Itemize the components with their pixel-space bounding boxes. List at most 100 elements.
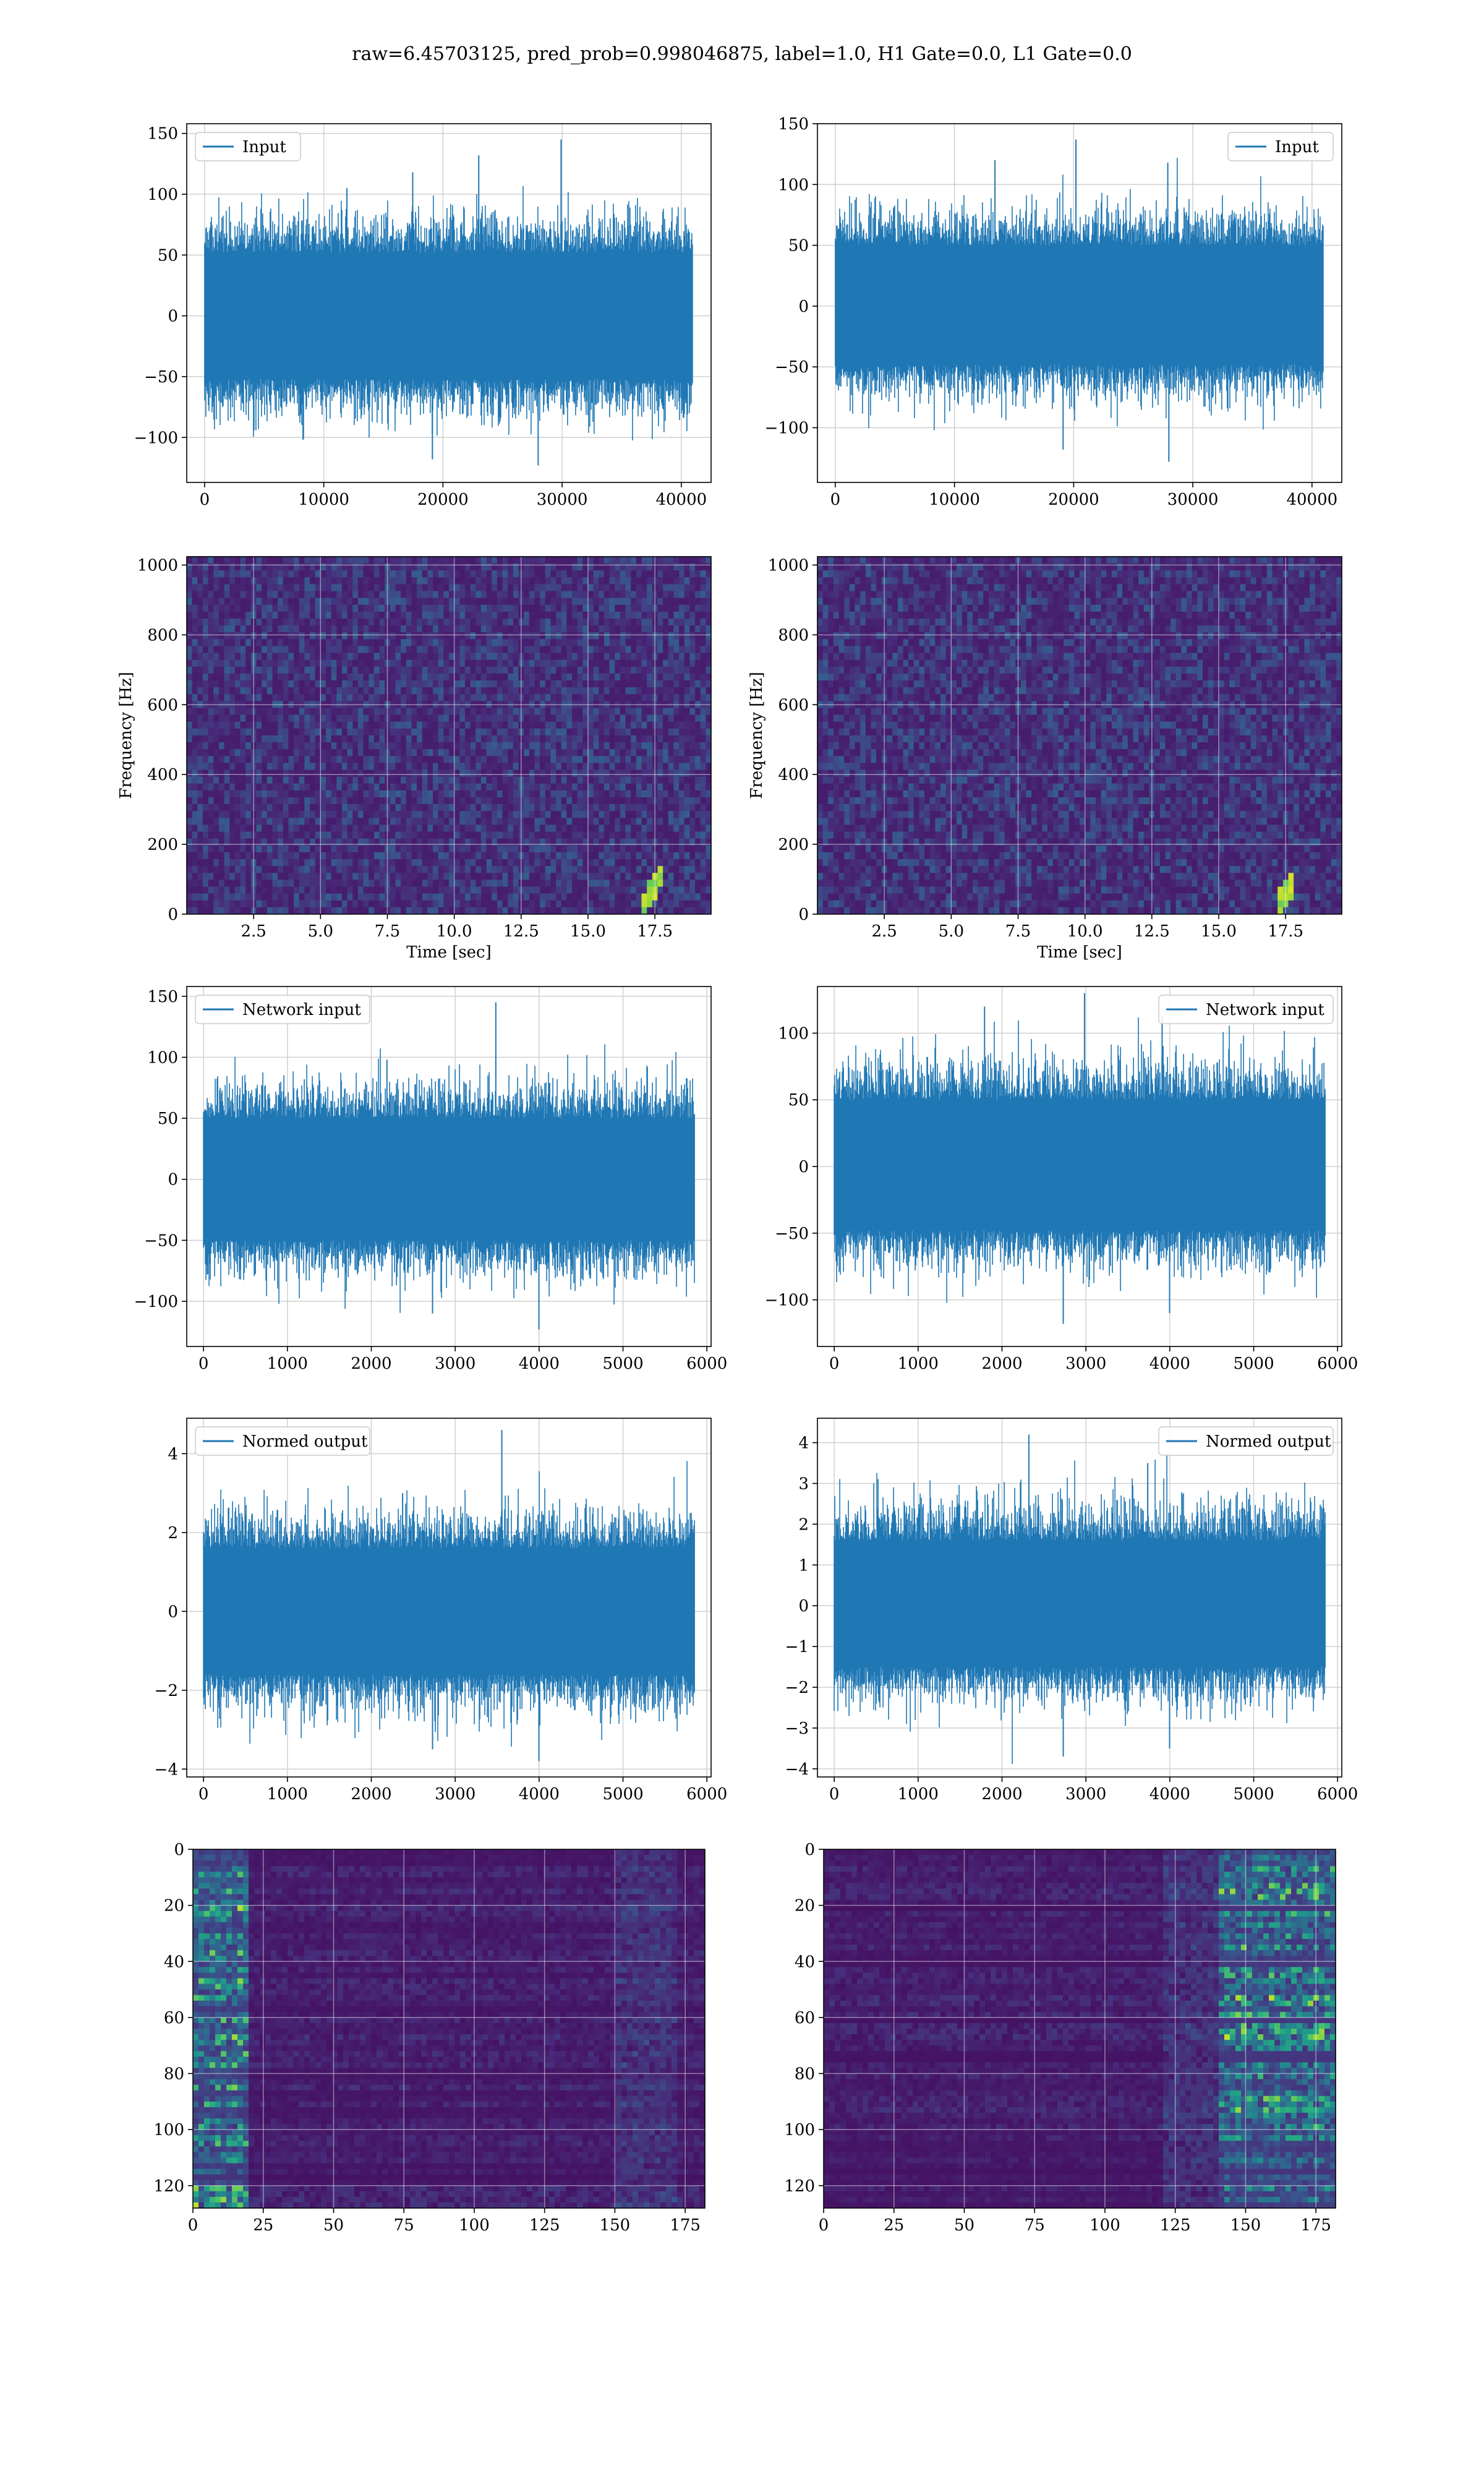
legend: Normed output: [195, 1426, 370, 1456]
y-tick-label: 4: [168, 1445, 178, 1463]
x-tick-label: 40000: [655, 490, 707, 509]
x-tick-label: 6000: [686, 1785, 727, 1804]
y-tick-label: 800: [147, 626, 178, 644]
legend-box: [195, 995, 370, 1024]
x-tick-label: 1000: [267, 1355, 308, 1373]
y-tick-label: 2: [168, 1524, 178, 1543]
axes-frame: [817, 556, 1342, 915]
y-tick-label: 400: [147, 766, 178, 784]
y-tick-label: 50: [788, 1091, 809, 1110]
x-tick-label: 5000: [602, 1355, 643, 1373]
y-tick-label: 80: [795, 2065, 815, 2084]
x-tick-label: 40000: [1286, 490, 1337, 509]
x-tick-label: 5.0: [308, 922, 333, 941]
y-tick-label: −3: [785, 1719, 809, 1738]
x-tick-label: 17.5: [1268, 922, 1303, 941]
y-tick-label: 0: [168, 1171, 178, 1189]
plot-area: [187, 124, 711, 482]
y-tick-label: 800: [778, 626, 809, 644]
y-tick-label: 50: [788, 237, 809, 255]
legend-label: Network input: [242, 1001, 361, 1019]
x-tick-label: 30000: [537, 490, 588, 509]
y-tick-label: 100: [147, 186, 178, 204]
plot-area: [187, 557, 711, 914]
x-tick-label: 12.5: [503, 922, 539, 941]
legend: Input: [195, 132, 301, 161]
x-tick-label: 10.0: [1067, 922, 1103, 941]
x-tick-label: 150: [600, 2216, 631, 2235]
legend-label: Network input: [1206, 1001, 1324, 1019]
legend-box: [1158, 995, 1334, 1024]
y-tick-label: −50: [144, 1231, 178, 1250]
y-tick-label: 100: [778, 1024, 809, 1043]
chart-h1-spectrogram: Time [sec] Frequency [Hz] 2.5 5.0 7.5 10.0 12.…: [117, 556, 712, 962]
legend: Input: [1227, 132, 1334, 161]
axes-frame: [823, 1849, 1336, 2209]
x-tick-label: 15.0: [570, 922, 606, 941]
x-tick-label: 175: [1300, 2216, 1331, 2235]
x-tick-label: 17.5: [637, 922, 673, 941]
x-tick-label: 4000: [519, 1785, 560, 1804]
plot-area: [187, 1418, 711, 1777]
legend-box: [195, 132, 301, 161]
axes-frame: [186, 986, 712, 1347]
y-tick-label: 40: [164, 1953, 184, 1971]
plot-area: [817, 987, 1342, 1346]
y-tick-label: 0: [804, 1841, 815, 1859]
x-tick-label: 5000: [602, 1785, 643, 1804]
plot-area: [193, 1849, 705, 2208]
y-tick-label: 1000: [768, 557, 809, 575]
y-tick-label: 600: [778, 696, 809, 714]
x-tick-label: 2000: [351, 1355, 391, 1373]
legend-label: Input: [242, 138, 286, 156]
y-tick-label: −100: [134, 429, 178, 447]
y-tick-label: 0: [168, 905, 178, 924]
x-tick-label: 2000: [981, 1355, 1022, 1373]
signal-core: [834, 1106, 1325, 1225]
x-tick-label: 25: [884, 2216, 904, 2235]
plot-area: [817, 1418, 1342, 1777]
y-tick-label: 20: [795, 1897, 815, 1915]
x-tick-label: 6000: [1317, 1785, 1358, 1804]
signal-core: [835, 251, 1324, 359]
y-tick-label: −50: [144, 368, 178, 387]
heatmap-cells: [193, 1849, 705, 2208]
x-tick-label: 10000: [929, 490, 980, 509]
y-tick-label: 150: [147, 988, 178, 1006]
x-tick-label: 0: [830, 490, 841, 509]
x-tick-label: 0: [188, 2216, 198, 2235]
x-tick-label: 0: [198, 1785, 209, 1804]
y-axis-label: Frequency [Hz]: [117, 672, 135, 799]
x-tick-label: 3000: [435, 1355, 475, 1373]
legend-label: Input: [1275, 138, 1319, 156]
y-tick-label: −2: [155, 1682, 178, 1700]
x-tick-label: 4000: [1149, 1355, 1190, 1373]
x-tick-label: 100: [1090, 2216, 1120, 2235]
chart-l1-spectrogram: Time [sec] Frequency [Hz] 2.5 5.0 7.5 10.0 12.…: [748, 556, 1342, 962]
axes-frame: [186, 123, 712, 483]
x-tick-label: 7.5: [1005, 922, 1031, 941]
y-tick-label: 1000: [137, 557, 178, 575]
x-tick-label: 2.5: [241, 922, 266, 941]
plot-area: [817, 124, 1342, 482]
x-tick-label: 6000: [1317, 1355, 1358, 1373]
axes-frame: [817, 123, 1342, 483]
legend: Normed output: [1158, 1426, 1334, 1456]
x-tick-label: 175: [670, 2216, 701, 2235]
y-tick-label: 1: [798, 1556, 809, 1575]
x-tick-label: 6000: [686, 1355, 727, 1373]
y-tick-label: 200: [147, 836, 178, 854]
x-tick-label: 100: [459, 2216, 490, 2235]
heatmap-cells: [824, 1849, 1336, 2208]
y-tick-label: 150: [147, 125, 178, 143]
x-tick-label: 125: [1160, 2216, 1191, 2235]
axes-frame: [192, 1849, 706, 2209]
x-tick-label: 3000: [1065, 1785, 1106, 1804]
chart-h1-input: Input 0 10000 20000 30000 40000 −100 −50 0 50 100 1…: [134, 123, 712, 509]
x-tick-label: 1000: [898, 1785, 939, 1804]
plot-area: [187, 987, 711, 1346]
x-tick-label: 0: [829, 1785, 840, 1804]
chart-l1-input: Input 0 10000 20000 30000 40000 −100 −50 0 50 100 1…: [765, 115, 1342, 509]
